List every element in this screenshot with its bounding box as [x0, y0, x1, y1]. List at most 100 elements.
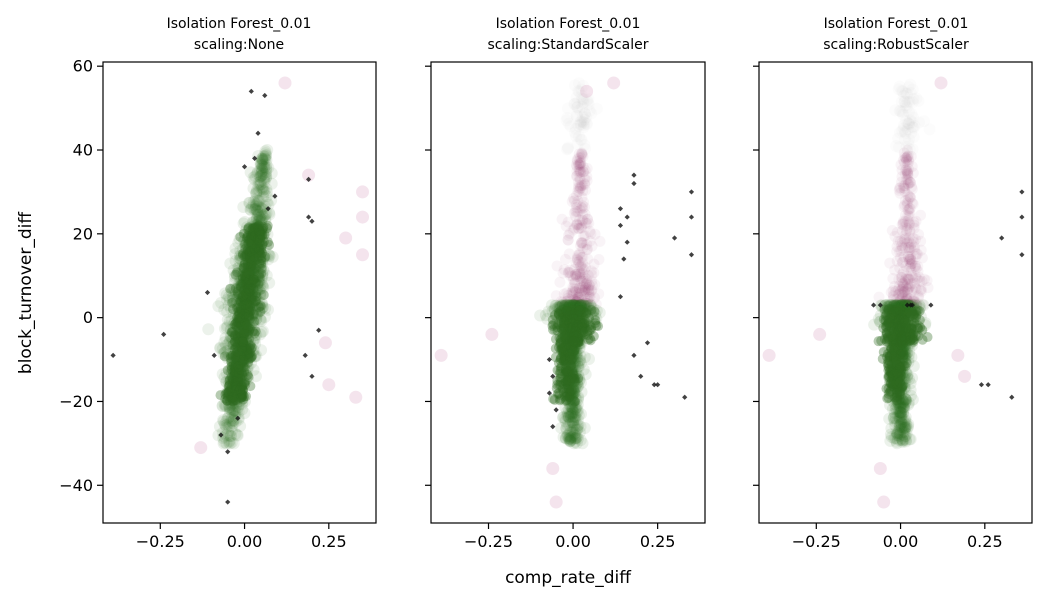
inlier-point: [246, 245, 259, 258]
inlier-point: [239, 285, 252, 298]
faint-outlier-point: [951, 348, 965, 362]
inlier-point: [256, 300, 269, 313]
inlier-point: [232, 349, 245, 362]
inlier-point: [238, 276, 251, 289]
inlier-point: [256, 159, 269, 172]
inlier-point: [253, 258, 266, 271]
inlier-point: [227, 322, 240, 335]
inlier-point: [241, 364, 254, 377]
inlier-point: [248, 243, 261, 256]
inlier-point: [232, 277, 245, 290]
faint-outlier-point: [356, 210, 370, 224]
inlier-point: [234, 244, 247, 257]
inlier-point: [225, 331, 238, 344]
inlier-point: [245, 278, 258, 291]
inlier-point: [218, 436, 231, 449]
inlier-point: [239, 280, 252, 293]
inlier-point: [241, 320, 254, 333]
inlier-point: [251, 204, 264, 217]
inlier-point: [249, 204, 262, 217]
y-tick-label: 60: [73, 57, 93, 76]
inlier-core-point: [894, 324, 905, 335]
panel-2-x-ticks: −0.25 0.00 0.25: [464, 523, 675, 551]
inlier-point: [235, 390, 248, 403]
inlier-point: [222, 411, 235, 424]
inlier-point: [233, 298, 246, 311]
inlier-point: [244, 280, 257, 293]
inlier-point: [245, 290, 258, 303]
inlier-point: [244, 248, 257, 261]
inlier-point: [237, 302, 250, 315]
inlier-point: [255, 152, 268, 165]
inlier-core-point: [243, 310, 254, 321]
inlier-point: [259, 213, 272, 226]
inlier-point: [249, 247, 262, 260]
inlier-point: [245, 291, 258, 304]
inlier-point: [220, 339, 233, 352]
flagged-outlier-marker: [985, 382, 991, 388]
inlier-point: [223, 401, 236, 414]
inlier-point: [259, 226, 272, 239]
inlier-point: [255, 255, 268, 268]
inlier-point: [255, 183, 268, 196]
faint-outlier-point: [934, 76, 948, 90]
inlier-point: [238, 311, 251, 324]
inlier-point: [251, 236, 264, 249]
inlier-point: [216, 342, 229, 355]
flagged-outlier-marker: [161, 331, 167, 338]
inlier-point: [243, 287, 256, 300]
inlier-point: [249, 244, 262, 257]
faint-outlier-point: [356, 248, 370, 262]
inlier-point: [257, 167, 270, 180]
flagged-outlier-marker: [248, 88, 254, 94]
inlier-point: [246, 285, 259, 298]
inlier-point: [247, 225, 260, 238]
inlier-point: [255, 239, 268, 252]
inlier-point: [249, 286, 262, 299]
inlier-point: [236, 333, 249, 346]
density-point: [576, 237, 588, 249]
inlier-point: [222, 338, 235, 351]
inlier-point: [241, 263, 254, 276]
inlier-core-point: [244, 324, 255, 335]
inlier-point: [227, 404, 240, 417]
inlier-point: [238, 299, 251, 312]
panel-3: Isolation Forest_0.01 scaling:RobustScal…: [753, 16, 1033, 551]
inlier-point: [238, 339, 251, 352]
inlier-point: [225, 420, 238, 433]
inlier-point: [226, 293, 239, 306]
inlier-core-point: [259, 229, 270, 240]
inlier-core-point: [239, 316, 250, 327]
inlier-point: [242, 267, 255, 280]
inlier-point: [235, 390, 248, 403]
flagged-outlier-marker: [631, 180, 637, 187]
inlier-point: [252, 176, 265, 189]
inlier-point: [240, 345, 253, 358]
inlier-core-point: [225, 283, 236, 294]
flagged-outlier-marker: [631, 172, 637, 178]
inlier-point: [250, 222, 263, 235]
faint-outlier-point: [958, 369, 972, 383]
inlier-point: [234, 340, 247, 353]
inlier-point: [246, 223, 259, 236]
inlier-point: [256, 201, 269, 214]
inlier-point: [249, 284, 262, 297]
density-point: [554, 276, 566, 288]
inlier-core-point: [228, 360, 239, 371]
inlier-point: [246, 288, 259, 301]
inlier-point: [223, 388, 236, 401]
inlier-point: [224, 414, 237, 427]
inlier-point: [253, 213, 266, 226]
inlier-point: [253, 247, 266, 260]
flagged-outlier-marker: [688, 252, 695, 258]
inlier-point: [235, 280, 248, 293]
inlier-core-point: [234, 385, 245, 396]
inlier-point: [257, 281, 270, 294]
inlier-point: [218, 322, 231, 335]
inlier-point: [239, 348, 252, 361]
inlier-point: [232, 376, 245, 389]
inlier-point: [227, 293, 240, 306]
inlier-point: [244, 203, 257, 216]
inlier-point: [239, 263, 252, 276]
inlier-point: [227, 382, 240, 395]
